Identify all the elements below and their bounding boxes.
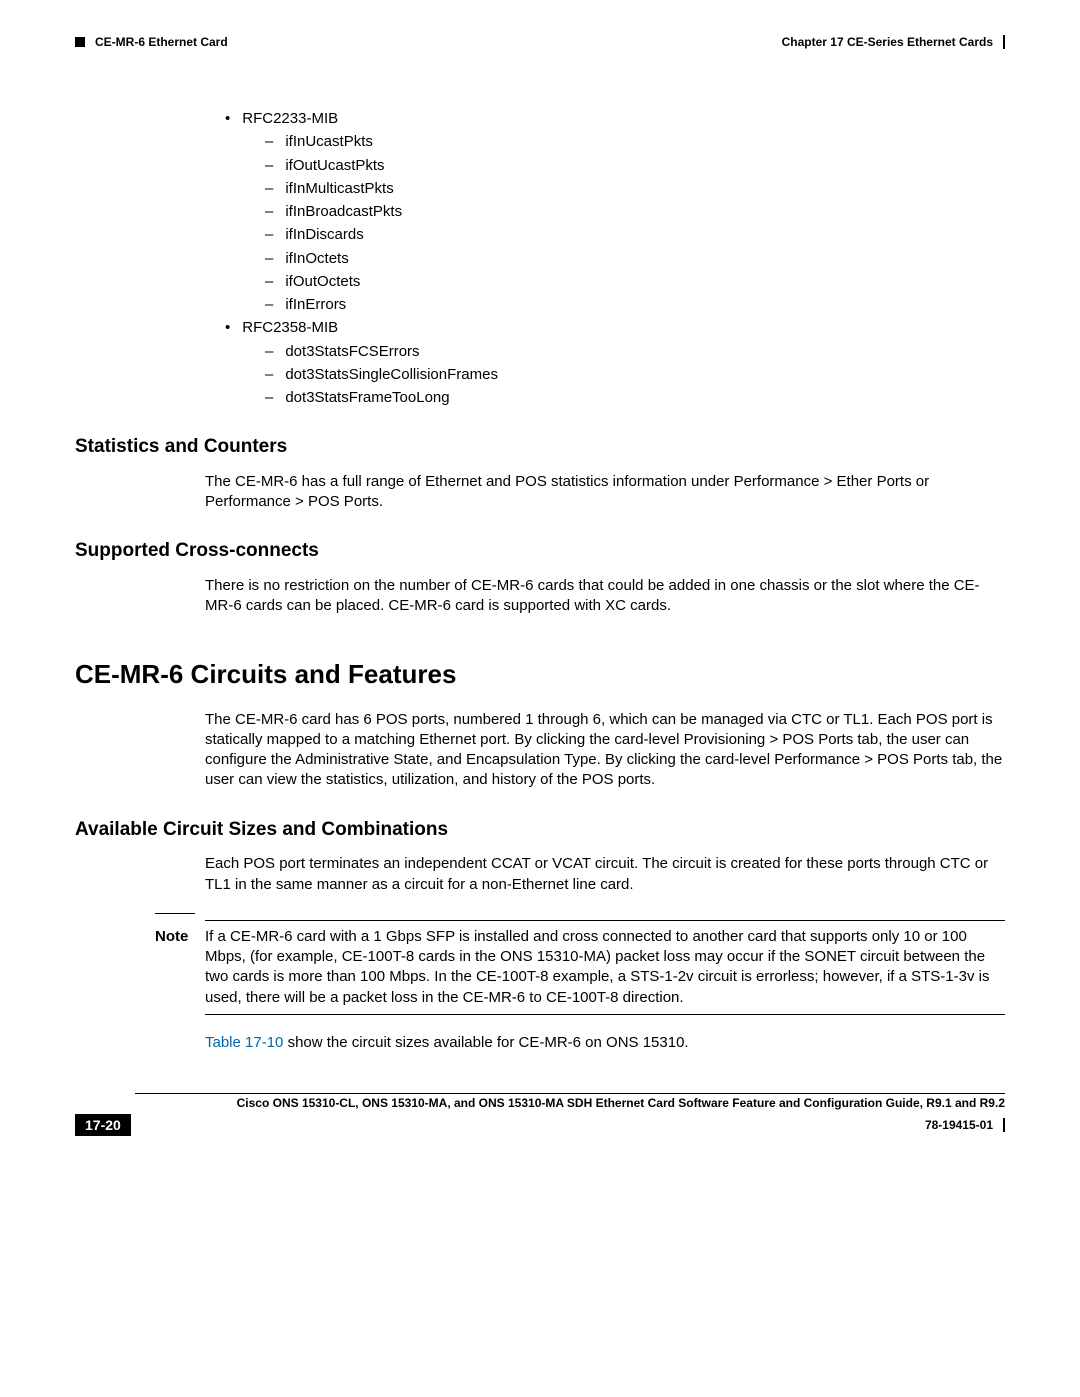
text: show the circuit sizes available for CE-… [283,1034,688,1051]
list-item: ifInDiscards [265,225,1005,245]
paragraph: Table 17-10 show the circuit sizes avail… [205,1033,1005,1053]
header-chapter: Chapter 17 CE-Series Ethernet Cards [782,35,993,49]
header-section: CE-MR-6 Ethernet Card [95,35,228,49]
list-item: ifInMulticastPkts [265,179,1005,199]
page-header: CE-MR-6 Ethernet Card Chapter 17 CE-Seri… [75,35,1005,49]
list-item: ifInBroadcastPkts [265,202,1005,222]
list-item: ifOutUcastPkts [265,156,1005,176]
list-item: dot3StatsSingleCollisionFrames [265,365,1005,385]
list-item: ifInErrors [265,295,1005,315]
footer-bar-icon [1003,1118,1005,1132]
page-number-badge: 17-20 [75,1114,131,1136]
paragraph: Each POS port terminates an independent … [205,854,1005,895]
list-item: dot3StatsFCSErrors [265,342,1005,362]
heading-cross: Supported Cross-connects [75,538,1005,564]
note-label: Note [155,927,205,1008]
paragraph: The CE-MR-6 has a full range of Ethernet… [205,472,1005,513]
rule-icon [205,1014,1005,1015]
heading-circuits: CE-MR-6 Circuits and Features [75,657,1005,692]
list-item: ifInUcastPkts [265,132,1005,152]
list-item: dot3StatsFrameTooLong [265,388,1005,408]
page-footer: Cisco ONS 15310-CL, ONS 15310-MA, and ON… [75,1093,1005,1136]
footer-title: Cisco ONS 15310-CL, ONS 15310-MA, and ON… [75,1096,1005,1110]
rule-icon [155,913,195,914]
paragraph: The CE-MR-6 card has 6 POS ports, number… [205,710,1005,791]
header-bar-icon [1003,35,1005,49]
body-content: RFC2233-MIB ifInUcastPkts ifOutUcastPkts… [75,109,1005,1053]
heading-available: Available Circuit Sizes and Combinations [75,817,1005,843]
rule-icon [135,1093,1005,1094]
rule-icon [205,920,1005,921]
header-marker-icon [75,37,85,47]
list-item: ifOutOctets [265,272,1005,292]
list-item: ifInOctets [265,249,1005,269]
heading-stats: Statistics and Counters [75,434,1005,460]
table-link[interactable]: Table 17-10 [205,1034,283,1051]
note-block: Note If a CE-MR-6 card with a 1 Gbps SFP… [155,913,1005,1015]
paragraph: There is no restriction on the number of… [205,576,1005,617]
list-item: RFC2233-MIB [225,109,1005,129]
doc-id: 78-19415-01 [925,1118,993,1132]
list-item: RFC2358-MIB [225,318,1005,338]
note-text: If a CE-MR-6 card with a 1 Gbps SFP is i… [205,927,1005,1008]
